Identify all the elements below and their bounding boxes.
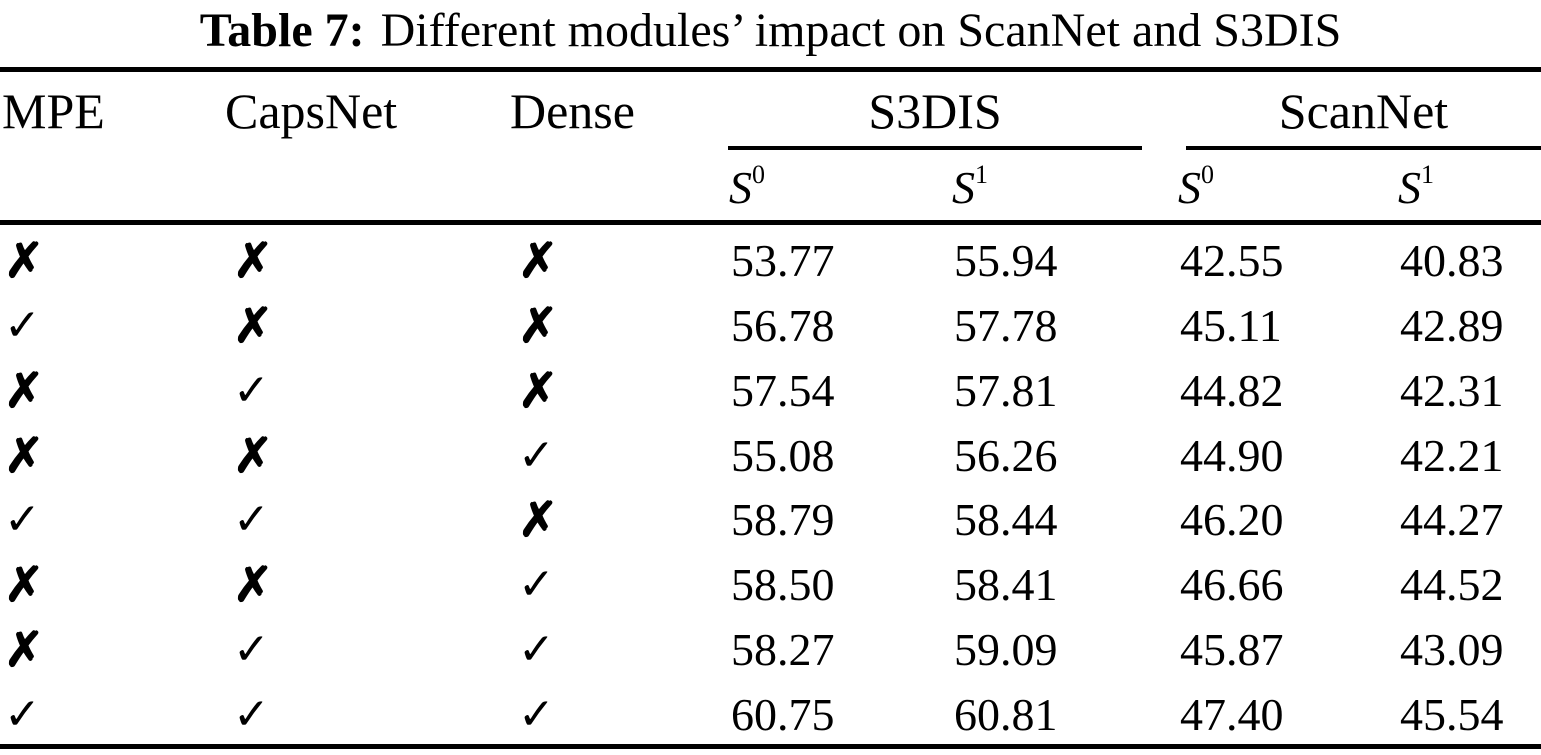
mark-dense: ✗ xyxy=(517,362,559,419)
mark-mpe: ✗ xyxy=(3,233,45,290)
mark-capsnet: ✓ xyxy=(233,364,270,416)
group-header-s3dis: S3DIS xyxy=(868,83,1002,139)
table-body: ✗ ✗ ✗ 53.77 55.94 42.55 40.83 ✓ ✗ ✗ 56.7… xyxy=(0,226,1541,744)
value-s3dis-s0: 55.08 xyxy=(731,429,835,481)
subheader-scannet-s0: S0 xyxy=(1178,160,1214,213)
value-scannet-s1: 44.52 xyxy=(1400,559,1504,611)
mark-dense: ✓ xyxy=(518,688,555,740)
mark-capsnet: ✗ xyxy=(232,233,274,290)
group-header-scannet: ScanNet xyxy=(1278,83,1449,139)
header-rule xyxy=(0,220,1541,225)
mark-mpe: ✓ xyxy=(4,494,41,546)
column-header-dense: Dense xyxy=(510,83,635,139)
mark-mpe: ✓ xyxy=(4,300,41,352)
value-scannet-s1: 40.83 xyxy=(1400,235,1504,287)
s3dis-group-rule xyxy=(728,146,1142,150)
value-s3dis-s1: 59.09 xyxy=(954,623,1058,675)
value-scannet-s1: 42.21 xyxy=(1400,429,1504,481)
value-s3dis-s0: 56.78 xyxy=(731,300,835,352)
subheader-s3dis-s1: S1 xyxy=(952,160,988,213)
mark-dense: ✗ xyxy=(517,492,559,549)
column-header-mpe: MPE xyxy=(2,83,105,139)
value-s3dis-s1: 58.41 xyxy=(954,559,1058,611)
mark-capsnet: ✗ xyxy=(232,427,274,484)
table-caption: Table 7: Different modules’ impact on Sca… xyxy=(0,2,1541,60)
value-s3dis-s1: 58.44 xyxy=(954,494,1058,546)
value-s3dis-s0: 58.27 xyxy=(731,623,835,675)
value-s3dis-s0: 58.79 xyxy=(731,494,835,546)
value-scannet-s1: 45.54 xyxy=(1400,688,1504,740)
mark-capsnet: ✓ xyxy=(233,623,270,675)
value-s3dis-s0: 57.54 xyxy=(731,364,835,416)
value-s3dis-s1: 56.26 xyxy=(954,429,1058,481)
value-scannet-s1: 42.31 xyxy=(1400,364,1504,416)
value-scannet-s0: 46.66 xyxy=(1180,559,1284,611)
value-s3dis-s1: 55.94 xyxy=(954,235,1058,287)
mark-capsnet: ✗ xyxy=(232,298,274,355)
value-scannet-s0: 42.55 xyxy=(1180,235,1284,287)
value-scannet-s1: 43.09 xyxy=(1400,623,1504,675)
value-s3dis-s0: 53.77 xyxy=(731,235,835,287)
value-scannet-s0: 47.40 xyxy=(1180,688,1284,740)
value-scannet-s0: 46.20 xyxy=(1180,494,1284,546)
table-caption-number: Table 7: xyxy=(199,4,365,57)
subheader-s3dis-s0: S0 xyxy=(729,160,765,213)
mark-mpe: ✗ xyxy=(3,557,45,614)
value-s3dis-s0: 58.50 xyxy=(731,559,835,611)
mark-dense: ✗ xyxy=(517,233,559,290)
mark-mpe: ✓ xyxy=(4,688,41,740)
value-s3dis-s1: 57.81 xyxy=(954,364,1058,416)
mark-mpe: ✗ xyxy=(3,362,45,419)
subheader-scannet-s1: S1 xyxy=(1398,160,1434,213)
value-s3dis-s0: 60.75 xyxy=(731,688,835,740)
value-scannet-s0: 44.90 xyxy=(1180,429,1284,481)
table-caption-text: Different modules’ impact on ScanNet and… xyxy=(380,4,1342,57)
mark-capsnet: ✗ xyxy=(232,557,274,614)
value-scannet-s1: 42.89 xyxy=(1400,300,1504,352)
mark-capsnet: ✓ xyxy=(233,494,270,546)
value-scannet-s0: 44.82 xyxy=(1180,364,1284,416)
scannet-group-rule xyxy=(1186,146,1541,150)
value-s3dis-s1: 60.81 xyxy=(954,688,1058,740)
value-s3dis-s1: 57.78 xyxy=(954,300,1058,352)
mark-capsnet: ✓ xyxy=(233,688,270,740)
column-header-capsnet: CapsNet xyxy=(225,83,398,139)
mark-mpe: ✗ xyxy=(3,427,45,484)
mark-mpe: ✗ xyxy=(3,621,45,678)
value-scannet-s0: 45.87 xyxy=(1180,623,1284,675)
mark-dense: ✓ xyxy=(518,623,555,675)
value-scannet-s0: 45.11 xyxy=(1180,300,1282,352)
value-scannet-s1: 44.27 xyxy=(1400,494,1504,546)
bottom-rule xyxy=(0,744,1541,749)
mark-dense: ✓ xyxy=(518,559,555,611)
top-rule xyxy=(0,67,1541,72)
mark-dense: ✗ xyxy=(517,298,559,355)
mark-dense: ✓ xyxy=(518,429,555,481)
